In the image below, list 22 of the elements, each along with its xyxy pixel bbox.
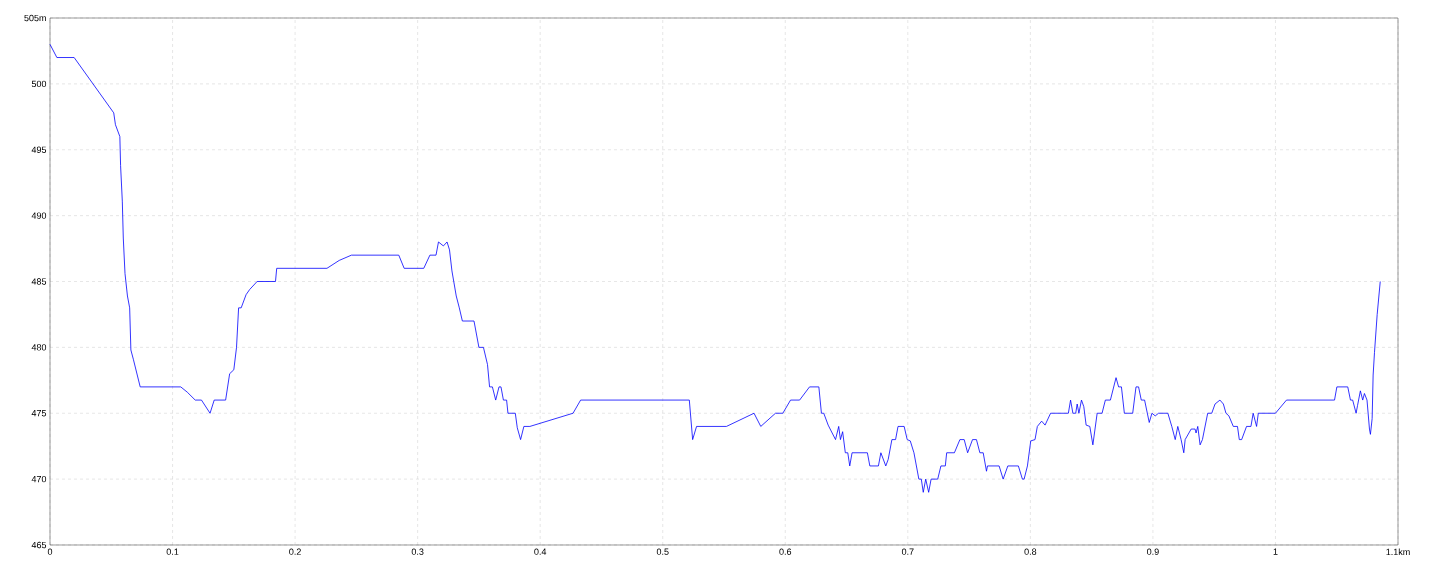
x-tick-label: 0.5 [656,548,669,555]
y-tick-label: 480 [31,344,47,351]
x-tick-label: 0.1 [166,548,179,555]
x-tick-label: 1.1km [1386,548,1410,556]
y-tick-label: 475 [31,410,47,417]
y-tick-label: 465 [31,541,47,549]
x-tick-label: 1 [1273,548,1278,555]
y-tick-label: 495 [31,146,47,153]
y-tick-label: 485 [31,278,47,285]
x-tick-label: 0.7 [901,548,914,555]
y-tick-label: 500 [31,80,47,88]
x-tick-label: 0.8 [1024,548,1037,555]
x-tick-label: 0.4 [534,548,547,555]
x-tick-label: 0.9 [1147,548,1159,555]
x-tick-label: 0.6 [779,548,792,555]
y-tick-label: 470 [31,475,47,483]
x-tick-label: 0.2 [289,548,301,555]
x-tick-label: 0 [47,548,53,555]
y-tick-label: 490 [31,212,47,219]
x-tick-label: 0.3 [411,548,424,555]
y-tick-label: 505m [24,14,46,22]
line-series [49,43,1381,493]
